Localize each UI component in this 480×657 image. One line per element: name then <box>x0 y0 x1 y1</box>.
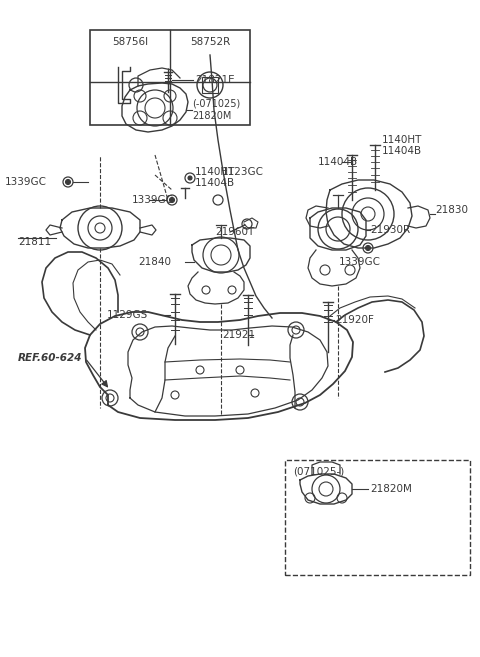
Text: 1339GC: 1339GC <box>5 177 47 187</box>
Bar <box>90 30 250 125</box>
Text: 21811: 21811 <box>18 237 51 247</box>
Text: (071025-): (071025-) <box>293 467 344 477</box>
Text: 11404B: 11404B <box>382 146 422 156</box>
Text: 11404B: 11404B <box>195 178 235 188</box>
Text: REF.60-624: REF.60-624 <box>18 353 83 363</box>
Bar <box>202 77 218 93</box>
Text: 1339GC: 1339GC <box>339 257 381 267</box>
Text: 58752R: 58752R <box>190 37 230 47</box>
Text: 21820M: 21820M <box>192 111 231 121</box>
Text: 21920F: 21920F <box>335 315 374 325</box>
Text: 21821E: 21821E <box>195 75 235 85</box>
Circle shape <box>169 198 175 202</box>
Text: 58756I: 58756I <box>112 37 148 47</box>
Text: 21960T: 21960T <box>215 227 254 237</box>
Circle shape <box>65 179 71 185</box>
Circle shape <box>188 176 192 180</box>
Text: 11404B: 11404B <box>318 157 358 167</box>
Text: 21830: 21830 <box>435 205 468 215</box>
Text: 21930R: 21930R <box>370 225 410 235</box>
Circle shape <box>365 246 371 250</box>
Text: 1129GS: 1129GS <box>107 310 148 320</box>
Text: (-071025): (-071025) <box>192 99 240 109</box>
Bar <box>285 460 470 575</box>
Text: 21840: 21840 <box>138 257 171 267</box>
Text: 21820M: 21820M <box>370 484 412 494</box>
Text: 1140HT: 1140HT <box>195 167 235 177</box>
Text: 1339GC: 1339GC <box>132 195 174 205</box>
Text: 21921: 21921 <box>222 330 255 340</box>
Text: 1140HT: 1140HT <box>382 135 422 145</box>
Text: 1123GC: 1123GC <box>222 167 264 177</box>
